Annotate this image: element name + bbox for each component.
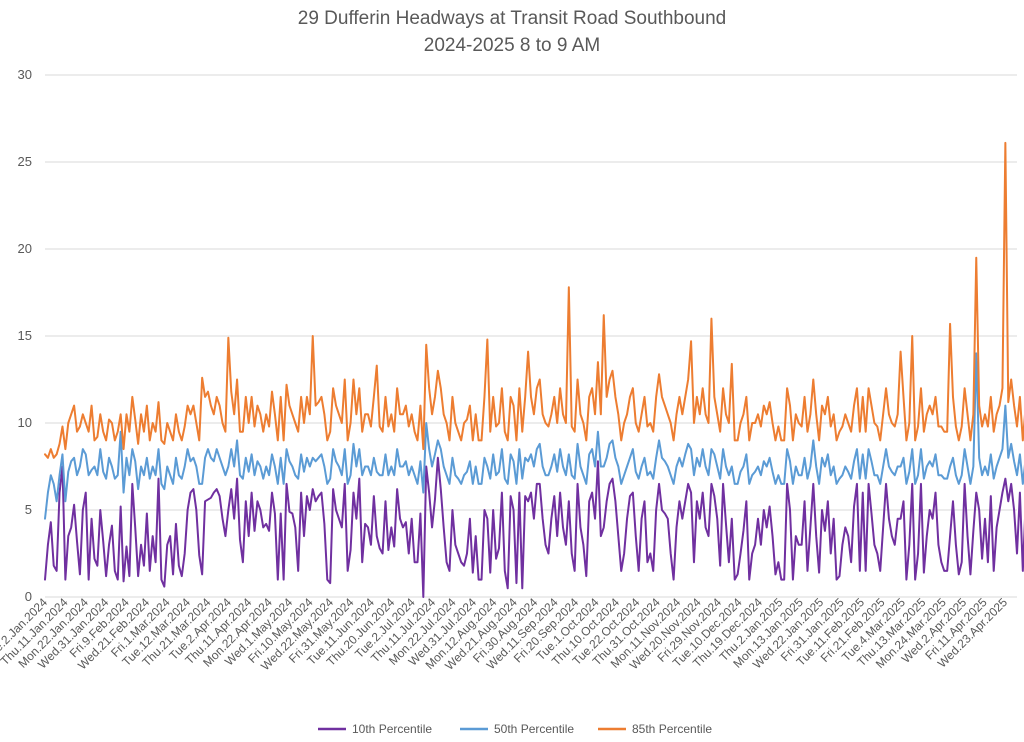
chart-subtitle: 2024-2025 8 to 9 AM: [424, 35, 600, 56]
series-line-50th-percentile: [44, 352, 1024, 520]
legend-label-10th-percentile: 10th Percentile: [352, 722, 432, 736]
legend-label-50th-percentile: 50th Percentile: [494, 722, 574, 736]
legend-label-85th-percentile: 85th Percentile: [632, 722, 712, 736]
series-lines: [44, 141, 1024, 598]
y-tick-label: 5: [25, 502, 32, 517]
y-axis-ticks: 0 5 10 15 20 25 30: [18, 67, 32, 604]
y-tick-label: 10: [18, 415, 32, 430]
y-tick-label: 25: [18, 154, 32, 169]
y-tick-label: 20: [18, 241, 32, 256]
series-line-10th-percentile: [44, 456, 1024, 598]
x-axis-ticks: Tue.2.Jan.2024Thu.11.Jan.2024Mon.22.Jan.…: [0, 595, 1010, 673]
legend: 10th Percentile 50th Percentile 85th Perce…: [318, 722, 712, 736]
y-tick-label: 30: [18, 67, 32, 82]
y-tick-label: 15: [18, 328, 32, 343]
gridlines: [45, 74, 1017, 598]
series-line-85th-percentile: [44, 141, 1024, 459]
y-tick-label: 0: [25, 589, 32, 604]
chart-title: 29 Dufferin Headways at Transit Road Sou…: [298, 8, 726, 29]
